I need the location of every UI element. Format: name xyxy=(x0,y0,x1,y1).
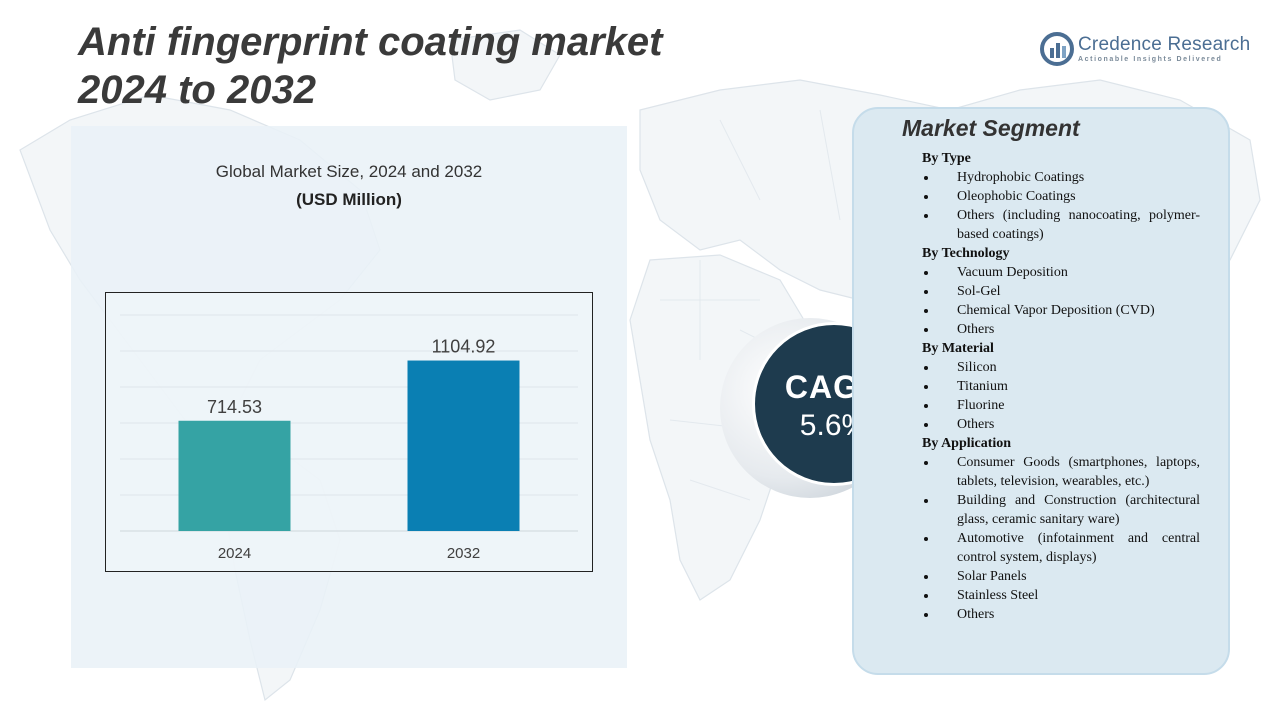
segment-list-item: Others xyxy=(922,320,1200,339)
title-line-2: 2024 to 2032 xyxy=(78,68,316,112)
segment-list-item: Automotive (infotainment and central con… xyxy=(922,529,1200,567)
segment-group-title: By Type xyxy=(922,151,971,166)
segment-list-item: Stainless Steel xyxy=(922,586,1200,605)
chart-panel: Global Market Size, 2024 and 2032 (USD M… xyxy=(71,126,627,668)
segment-list-item: Hydrophobic Coatings xyxy=(922,168,1200,187)
credence-logo-icon xyxy=(1040,32,1074,66)
segment-list-item: Building and Construction (architectural… xyxy=(922,491,1200,529)
category-tick-label: 2024 xyxy=(218,545,251,562)
brand-logo-block: Credence Research Actionable Insights De… xyxy=(1040,30,1260,70)
segment-list-item: Sol-Gel xyxy=(922,282,1200,301)
bar-chart: 714.53 2024 1104.92 2032 xyxy=(105,292,593,572)
segment-group-title: By Technology xyxy=(922,246,1010,261)
segment-list-item: Titanium xyxy=(922,377,1200,396)
segment-list-item: Others xyxy=(922,415,1200,434)
segment-list-item: Solar Panels xyxy=(922,567,1200,586)
brand-name: Credence Research xyxy=(1078,34,1251,55)
segment-list-item: Fluorine xyxy=(922,396,1200,415)
chart-unit: (USD Million) xyxy=(296,190,402,209)
segment-list-item: Silicon xyxy=(922,358,1200,377)
segment-group-title: By Material xyxy=(922,341,994,356)
bar-2032 xyxy=(407,360,520,531)
segment-list-item: Others (including nanocoating, polymer-b… xyxy=(922,206,1200,244)
bar-2024 xyxy=(178,420,291,531)
brand-tagline: Actionable Insights Delivered xyxy=(1078,56,1223,63)
segment-list-item: Others xyxy=(922,605,1200,624)
segment-list: By Type Hydrophobic Coatings Oleophobic Co… xyxy=(922,149,1200,624)
segment-list-item: Consumer Goods (smartphones, laptops, ta… xyxy=(922,453,1200,491)
category-tick-label: 2032 xyxy=(447,545,480,562)
bar-value-label: 1104.92 xyxy=(432,337,496,357)
title-line-1: Anti fingerprint coating market xyxy=(78,20,663,64)
segment-list-item: Oleophobic Coatings xyxy=(922,187,1200,206)
segment-list-item: Vacuum Deposition xyxy=(922,263,1200,282)
page-title: Anti fingerprint coating market 2024 to … xyxy=(78,18,663,114)
market-segment-panel: Market Segment By Type Hydrophobic Coatin… xyxy=(852,107,1230,675)
segment-list-item: Chemical Vapor Deposition (CVD) xyxy=(922,301,1200,320)
bar-value-label: 714.53 xyxy=(207,397,262,417)
segment-group-title: By Application xyxy=(922,436,1012,451)
bar-chart-svg: 714.53 2024 1104.92 2032 xyxy=(120,314,578,562)
chart-heading: Global Market Size, 2024 and 2032 xyxy=(215,162,483,181)
segment-title: Market Segment xyxy=(902,115,1080,141)
